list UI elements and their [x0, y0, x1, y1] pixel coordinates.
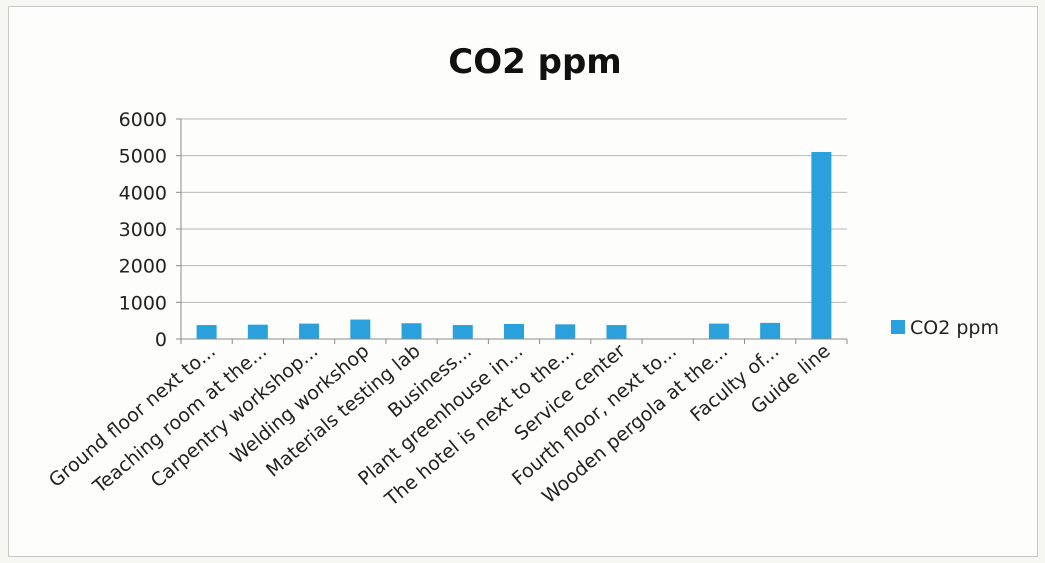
y-tick-label: 2000: [119, 256, 167, 278]
y-tick-label: 5000: [119, 146, 167, 168]
bar: [247, 324, 268, 339]
bar: [555, 324, 576, 339]
bar: [606, 325, 627, 339]
chart-title: CO2 ppm: [448, 42, 621, 82]
bar: [504, 323, 524, 339]
bars: [196, 152, 832, 339]
bar: [350, 319, 371, 339]
bar: [299, 323, 320, 339]
chart-frame: CO2 ppm 0 1000 2000 3000 4000 5000 6000 Ground…: [8, 6, 1038, 557]
bar: [811, 152, 832, 339]
legend: CO2 ppm: [891, 317, 999, 339]
y-tick-label: 6000: [119, 109, 167, 131]
x-axis: Ground floor next to...Teaching room at …: [45, 338, 848, 511]
y-tick-label: 3000: [119, 219, 167, 241]
bar: [196, 325, 217, 339]
y-tick-label: 0: [155, 329, 167, 351]
co2-bar-chart: CO2 ppm 0 1000 2000 3000 4000 5000 6000 Ground…: [45, 42, 999, 511]
grid-lines: [181, 118, 847, 303]
y-tick-label: 1000: [119, 292, 167, 314]
bar: [760, 322, 781, 339]
legend-swatch: [891, 320, 905, 334]
bar: [401, 323, 422, 339]
y-axis: 0 1000 2000 3000 4000 5000 6000: [119, 109, 182, 351]
legend-label: CO2 ppm: [910, 317, 999, 339]
y-tick-label: 4000: [119, 182, 167, 204]
bar: [708, 323, 729, 339]
bar: [452, 325, 473, 339]
